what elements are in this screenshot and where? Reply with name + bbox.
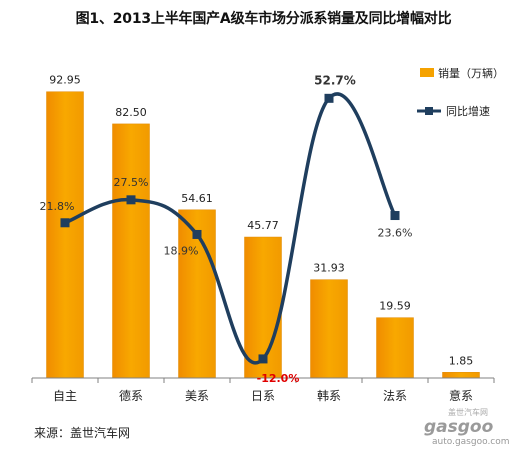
- legend-line-marker: [425, 107, 433, 115]
- bar: [376, 317, 414, 379]
- legend: 销量（万辆） 同比增速: [417, 66, 504, 118]
- watermark-url: auto.gasgoo.com: [432, 437, 510, 447]
- watermark: 盖世汽车网 gasgoo auto.gasgoo.com: [424, 407, 510, 447]
- x-tick-label: 德系: [119, 388, 143, 403]
- line-value-label: 52.7%: [314, 73, 356, 87]
- chart: 自主 德系 美系 日系 韩系 法系 意系 92.95 82.50 54.61 45.77 31.93…: [31, 66, 504, 403]
- x-tick-label: 日系: [251, 389, 275, 403]
- line-marker: [390, 211, 400, 221]
- bar-value-label: 1.85: [449, 354, 474, 367]
- line-value-label: 23.6%: [378, 227, 413, 240]
- line-series: [60, 92, 400, 365]
- legend-bar-label: 销量（万辆）: [438, 66, 504, 80]
- bar-value-label: 92.95: [49, 74, 81, 87]
- legend-bar-swatch: [420, 68, 434, 77]
- bar: [310, 279, 348, 379]
- watermark-cn: 盖世汽车网: [448, 407, 488, 417]
- line-marker: [324, 93, 334, 103]
- x-tick-label: 意系: [449, 388, 473, 403]
- bar: [112, 123, 150, 379]
- line-value-label: 18.9%: [164, 244, 199, 257]
- bar-series: [46, 91, 480, 379]
- x-axis-ticks: 自主 德系 美系 日系 韩系 法系 意系: [31, 378, 495, 403]
- x-tick-label: 自主: [53, 389, 77, 403]
- x-tick-label: 韩系: [317, 388, 341, 403]
- bar-value-label: 19.59: [379, 300, 411, 313]
- line-marker: [126, 195, 136, 205]
- line-value-label: 21.8%: [40, 200, 75, 213]
- line-value-label: -12.0%: [257, 372, 300, 385]
- bar: [442, 372, 480, 379]
- bar-value-label: 31.93: [313, 262, 345, 275]
- x-tick-label: 法系: [383, 389, 407, 403]
- bar: [46, 91, 84, 379]
- legend-line-label: 同比增速: [446, 104, 490, 118]
- line-marker: [192, 229, 202, 239]
- bar-value-label: 54.61: [181, 192, 213, 205]
- source-note: 来源：盖世汽车网: [34, 426, 131, 440]
- line-value-label: 27.5%: [114, 176, 149, 189]
- line-marker: [60, 218, 70, 228]
- line-value-labels: 21.8% 27.5% 18.9% -12.0% 52.7% 23.6%: [40, 73, 413, 385]
- chart-title: 图1、2013上半年国产A级车市场分派系销量及同比增幅对比: [75, 11, 452, 27]
- watermark-brand: gasgoo: [424, 417, 494, 437]
- bar-value-label: 82.50: [115, 106, 147, 119]
- bar: [178, 209, 216, 379]
- bar-value-labels: 92.95 82.50 54.61 45.77 31.93 19.59 1.85: [49, 74, 473, 368]
- line-marker: [258, 354, 268, 364]
- x-tick-label: 美系: [185, 389, 209, 403]
- bar-value-label: 45.77: [247, 219, 279, 232]
